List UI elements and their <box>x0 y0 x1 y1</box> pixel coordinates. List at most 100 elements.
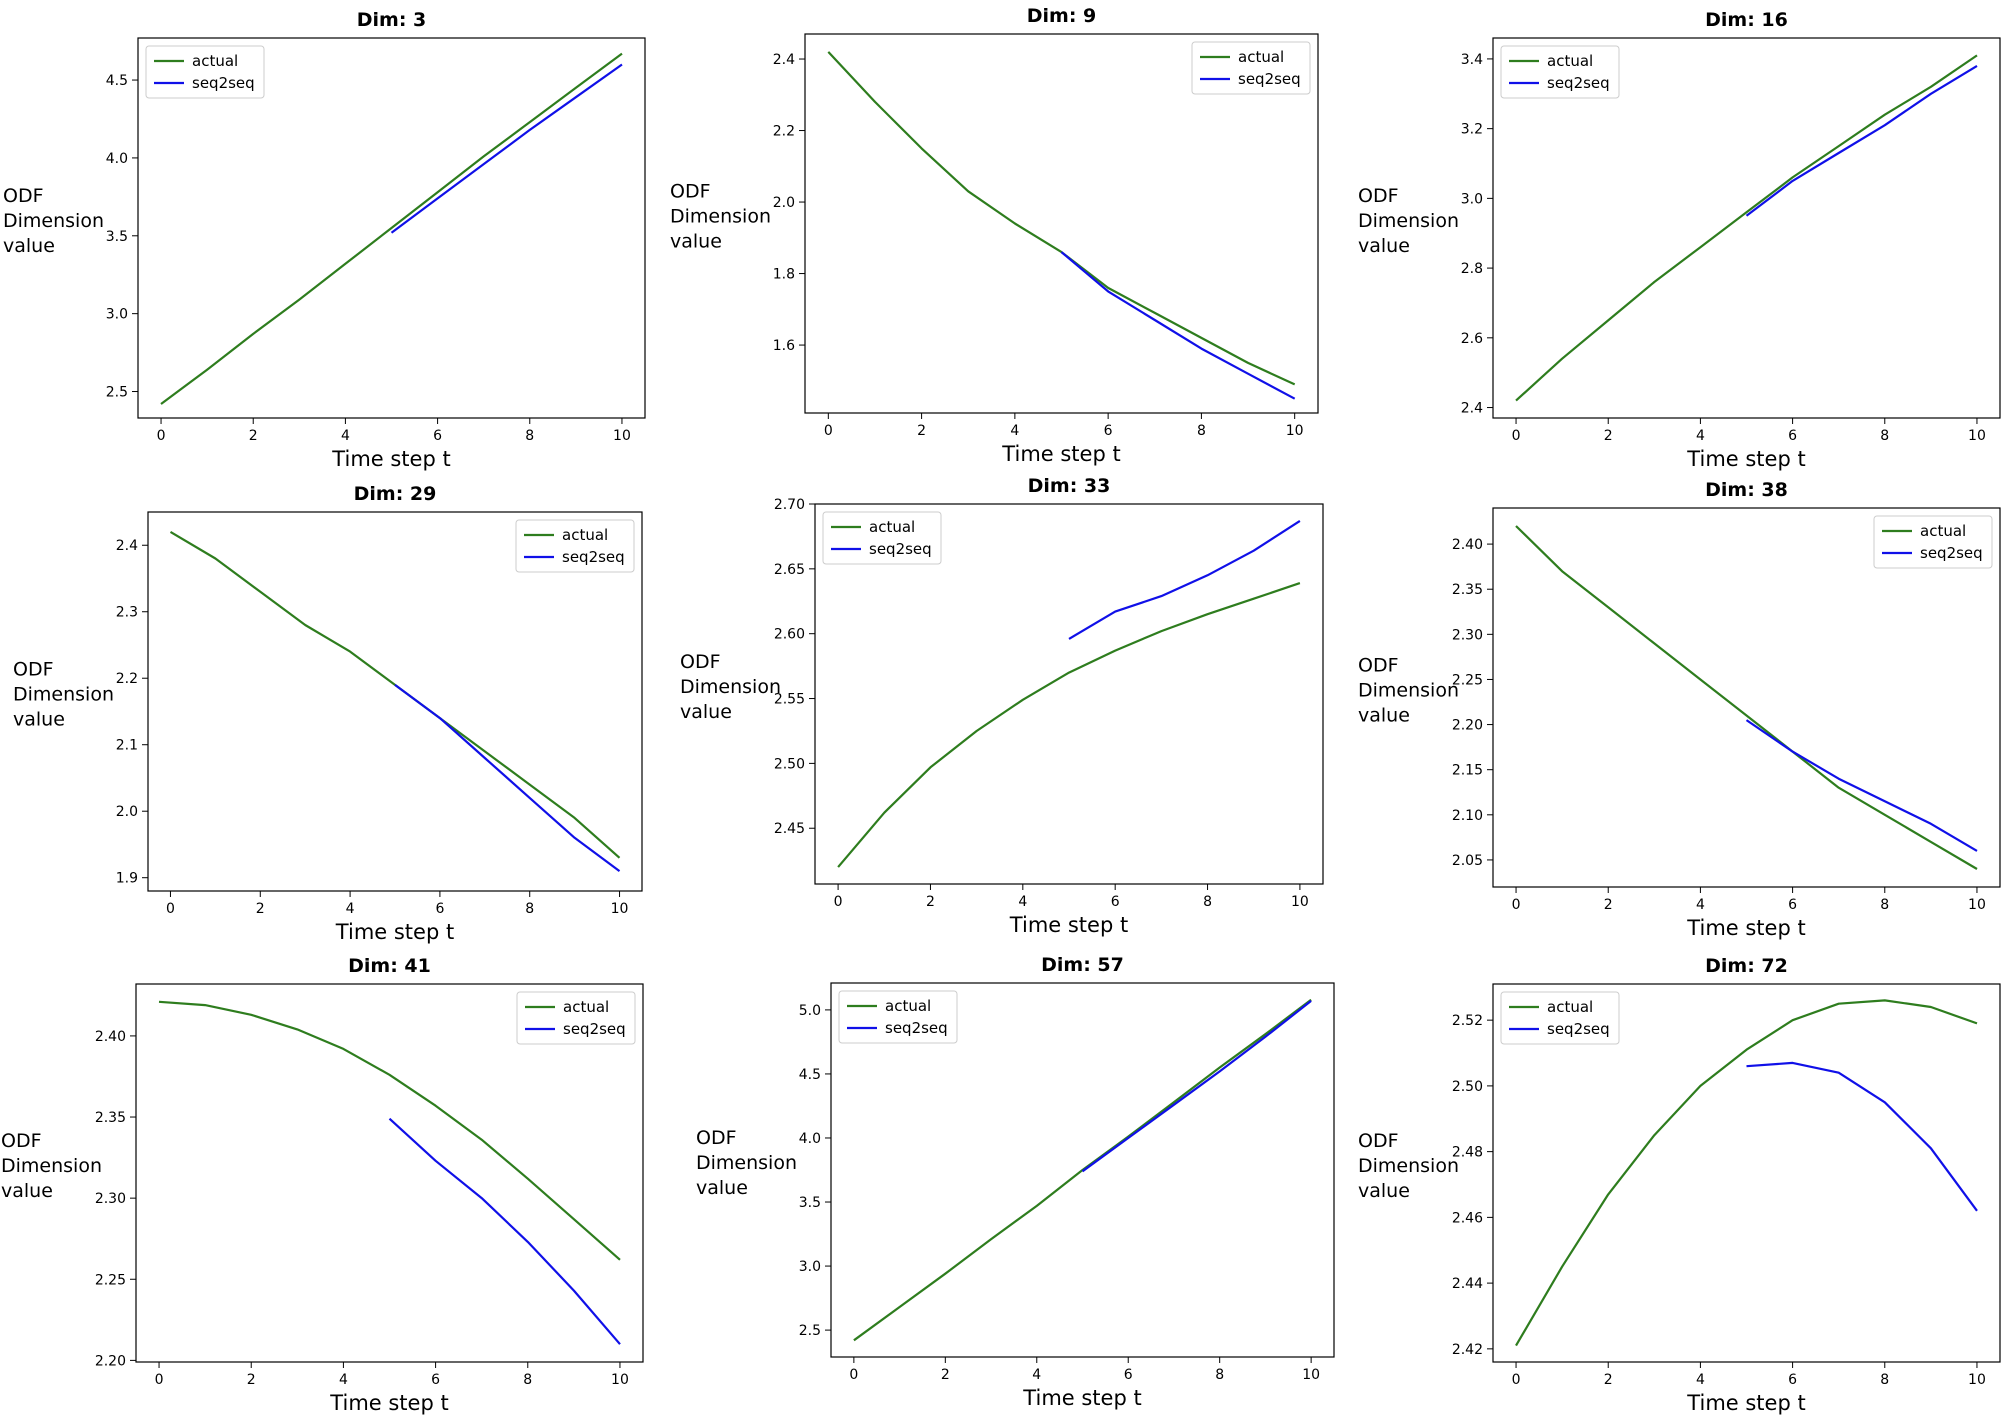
legend-entry: actual <box>1547 998 1593 1016</box>
series-line-seq2seq <box>390 63 623 234</box>
y-tick-label: 4.0 <box>799 1131 821 1147</box>
x-axis-label: Time step t <box>331 447 450 471</box>
subplot-7: Dim: 41 0 2 4 6 8 10 2.20 2.25 2.30 2.35 2.40 Time s… <box>1 955 644 1415</box>
y-axis-label-line: ODF <box>13 659 54 681</box>
x-tick-label: 8 <box>525 901 534 917</box>
y-tick-label: 2.3 <box>116 605 138 621</box>
x-tick-label: 10 <box>1302 1367 1320 1383</box>
series-line-seq2seq <box>1081 1000 1312 1173</box>
x-tick-label: 4 <box>341 428 350 444</box>
y-tick-label: 2.40 <box>1452 537 1483 553</box>
legend-box <box>1500 45 1620 99</box>
y-tick-label: 2.20 <box>95 1353 126 1369</box>
subplot-9: Dim: 72 0 2 4 6 8 10 2.42 2.44 2.46 2.48 2.50 2.52 Ti… <box>1358 955 2001 1415</box>
legend-box <box>1191 41 1311 95</box>
x-tick-label: 4 <box>1696 428 1705 444</box>
axes-frame <box>137 37 646 419</box>
axes-frame <box>804 33 1319 414</box>
legend-entry: seq2seq <box>1547 1020 1610 1038</box>
x-tick-label: 2 <box>941 1367 950 1383</box>
x-tick-label: 8 <box>1880 1372 1889 1388</box>
y-axis-label-line: value <box>13 709 65 731</box>
x-tick-label: 8 <box>1215 1367 1224 1383</box>
y-tick-label: 2.4 <box>773 52 795 68</box>
legend-box <box>838 990 958 1044</box>
legend-box <box>1873 515 1993 569</box>
y-axis-label-line: Dimension <box>1 1155 102 1177</box>
subplot-3: Dim: 16 0 2 4 6 8 10 2.4 2.6 2.8 3.0 3.2 3.4 Time ste… <box>1358 9 2001 471</box>
axes-frame <box>814 503 1324 885</box>
y-axis-label-line: Dimension <box>1358 680 1459 702</box>
x-tick-label: 0 <box>166 901 175 917</box>
x-tick-label: 0 <box>157 428 166 444</box>
axes-frame <box>1492 37 2001 419</box>
series-line-actual <box>158 1000 621 1261</box>
x-tick-label: 10 <box>611 901 629 917</box>
x-tick-label: 10 <box>613 428 631 444</box>
y-axis-label-line: ODF <box>3 185 44 207</box>
x-tick-label: 8 <box>1880 897 1889 913</box>
y-tick-label: 3.5 <box>799 1195 821 1211</box>
y-tick-label: 2.44 <box>1452 1276 1483 1292</box>
series-line-actual <box>160 52 623 405</box>
x-tick-label: 4 <box>339 1372 348 1388</box>
x-axis-label: Time step t <box>1686 1391 1805 1415</box>
y-axis-label-line: ODF <box>1358 1130 1399 1152</box>
x-tick-label: 10 <box>1968 428 1986 444</box>
legend-entry: seq2seq <box>869 540 932 558</box>
x-tick-label: 4 <box>1032 1367 1041 1383</box>
y-axis-label-line: Dimension <box>3 210 104 232</box>
series-line-seq2seq <box>1745 64 1978 217</box>
legend-entry: actual <box>192 52 238 70</box>
x-tick-label: 0 <box>155 1372 164 1388</box>
x-tick-label: 6 <box>435 901 444 917</box>
x-tick-label: 2 <box>926 894 935 910</box>
y-tick-label: 2.40 <box>95 1029 126 1045</box>
y-tick-label: 5.0 <box>799 1003 821 1019</box>
x-tick-label: 10 <box>611 1372 629 1388</box>
chart-title: Dim: 57 <box>1041 954 1124 976</box>
axes-frame <box>1492 983 2001 1363</box>
legend-box <box>145 45 265 99</box>
legend-entry: actual <box>885 997 931 1015</box>
x-tick-label: 6 <box>1124 1367 1133 1383</box>
legend: actual seq2seq <box>1500 45 1620 99</box>
x-axis-label: Time step t <box>1001 442 1120 466</box>
y-tick-label: 4.5 <box>106 73 128 89</box>
series-line-seq2seq <box>388 1117 621 1345</box>
y-axis-label-line: value <box>3 235 55 257</box>
legend-entry: actual <box>1920 522 1966 540</box>
x-tick-label: 4 <box>1696 1372 1705 1388</box>
x-tick-label: 0 <box>1512 428 1521 444</box>
y-tick-label: 2.6 <box>1461 331 1483 347</box>
x-tick-label: 10 <box>1286 423 1304 439</box>
y-axis-label-line: Dimension <box>1358 1155 1459 1177</box>
y-tick-label: 2.50 <box>1452 1079 1483 1095</box>
subplot-5: Dim: 33 0 2 4 6 8 10 2.45 2.50 2.55 2.60 2.65 2.70 Ti… <box>680 475 1324 937</box>
y-axis-label-line: ODF <box>670 181 711 203</box>
series-line-actual <box>1515 525 1978 870</box>
legend: actual seq2seq <box>516 991 636 1045</box>
axes-frame <box>147 511 643 892</box>
y-tick-label: 3.0 <box>1461 191 1483 207</box>
y-tick-label: 2.0 <box>773 195 795 211</box>
y-axis-label-line: ODF <box>1358 185 1399 207</box>
legend: actual seq2seq <box>838 990 958 1044</box>
x-tick-label: 6 <box>431 1372 440 1388</box>
x-tick-label: 4 <box>1018 894 1027 910</box>
legend: actual seq2seq <box>515 519 635 573</box>
x-tick-label: 2 <box>917 423 926 439</box>
y-axis-label-line: Dimension <box>696 1152 797 1174</box>
legend-box <box>516 991 636 1045</box>
series-line-actual <box>169 530 621 859</box>
y-axis-label-line: value <box>1 1180 53 1202</box>
y-tick-label: 2.20 <box>1452 718 1483 734</box>
y-tick-label: 4.5 <box>799 1067 821 1083</box>
y-tick-label: 3.5 <box>106 229 128 245</box>
y-tick-label: 2.70 <box>774 497 805 513</box>
y-tick-label: 2.65 <box>774 562 805 578</box>
x-tick-label: 4 <box>1010 423 1019 439</box>
y-tick-label: 3.0 <box>799 1259 821 1275</box>
y-tick-label: 2.48 <box>1452 1145 1483 1161</box>
y-tick-label: 2.35 <box>1452 582 1483 598</box>
